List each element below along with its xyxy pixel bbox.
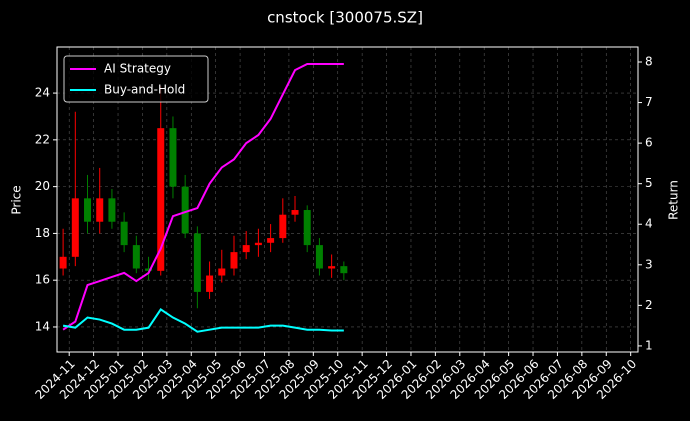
candle-body bbox=[132, 245, 140, 269]
y2-axis-label: Return bbox=[667, 180, 681, 220]
chart-title: cnstock [300075.SZ] bbox=[267, 9, 423, 27]
candle-body bbox=[218, 268, 226, 276]
candle-body bbox=[230, 252, 238, 269]
candle-body bbox=[157, 128, 165, 271]
legend-label: Buy-and-Hold bbox=[104, 83, 185, 97]
candle-body bbox=[169, 128, 177, 187]
series-line bbox=[62, 63, 344, 331]
candle-body bbox=[267, 238, 275, 243]
series-line bbox=[62, 308, 344, 333]
candle-body bbox=[181, 186, 189, 234]
candle-body bbox=[193, 233, 201, 292]
legend-box bbox=[63, 55, 209, 103]
plot-frame bbox=[56, 46, 639, 353]
candle-body bbox=[84, 198, 92, 222]
candle-body bbox=[96, 198, 104, 222]
candle-body bbox=[59, 256, 67, 269]
candle-body bbox=[340, 266, 348, 274]
candle-body bbox=[206, 275, 214, 292]
y-tick-label: 22 bbox=[35, 132, 50, 146]
y2-tick-label: 6 bbox=[645, 136, 653, 150]
y2-tick-label: 7 bbox=[645, 95, 653, 109]
candle-body bbox=[254, 242, 262, 246]
candle-body bbox=[315, 245, 323, 269]
y-tick-label: 24 bbox=[35, 86, 50, 100]
candle-body bbox=[120, 221, 128, 246]
y2-tick-label: 5 bbox=[645, 176, 653, 190]
candle-body bbox=[108, 198, 116, 222]
candle-body bbox=[303, 210, 311, 246]
y-tick-label: 20 bbox=[35, 179, 50, 193]
y2-tick-label: 8 bbox=[645, 55, 653, 69]
y-tick-label: 16 bbox=[35, 273, 50, 287]
y-axis-label: Price bbox=[10, 185, 24, 214]
candle-body bbox=[328, 266, 336, 269]
y2-tick-label: 1 bbox=[645, 338, 653, 352]
y-tick-label: 14 bbox=[35, 319, 50, 333]
candle-body bbox=[291, 210, 299, 215]
legend-label: AI Strategy bbox=[104, 62, 171, 76]
candle-body bbox=[242, 245, 250, 253]
y2-tick-label: 2 bbox=[645, 298, 653, 312]
candle-body bbox=[71, 198, 79, 257]
y2-tick-label: 3 bbox=[645, 257, 653, 271]
candle-body bbox=[145, 268, 153, 271]
y2-tick-label: 4 bbox=[645, 217, 653, 231]
y-tick-label: 18 bbox=[35, 226, 50, 240]
candle-body bbox=[279, 214, 287, 239]
